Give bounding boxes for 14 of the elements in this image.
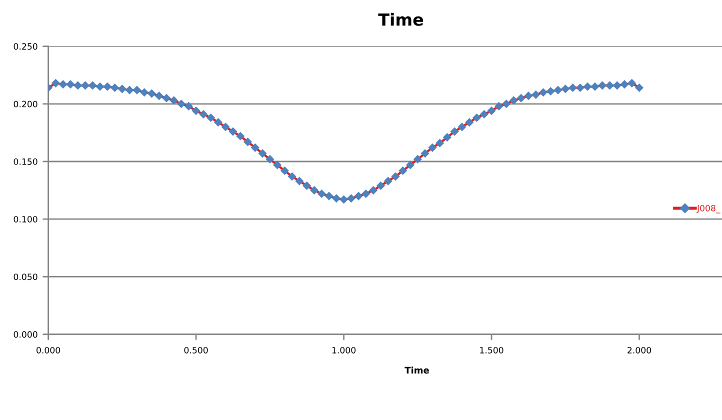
y-tick-label: 0.250 [14, 43, 38, 50]
x-tick-label: 1.500 [480, 346, 504, 354]
y-tick-label: 0.050 [14, 274, 38, 280]
y-tick-label: 0.000 [14, 331, 38, 338]
y-tick-label: 0.100 [14, 216, 38, 222]
x-tick-label: 0.000 [36, 346, 60, 354]
x-tick-label: 0.500 [184, 346, 208, 354]
x-axis-title: Time [404, 366, 429, 374]
y-tick-label: 0.150 [14, 158, 38, 165]
chart-title: Time [378, 12, 424, 26]
x-tick-label: 2.000 [628, 346, 652, 354]
x-tick-label: 1.000 [332, 346, 356, 354]
y-tick-label: 0.200 [14, 100, 38, 108]
legend-label: J008_ [696, 204, 720, 214]
